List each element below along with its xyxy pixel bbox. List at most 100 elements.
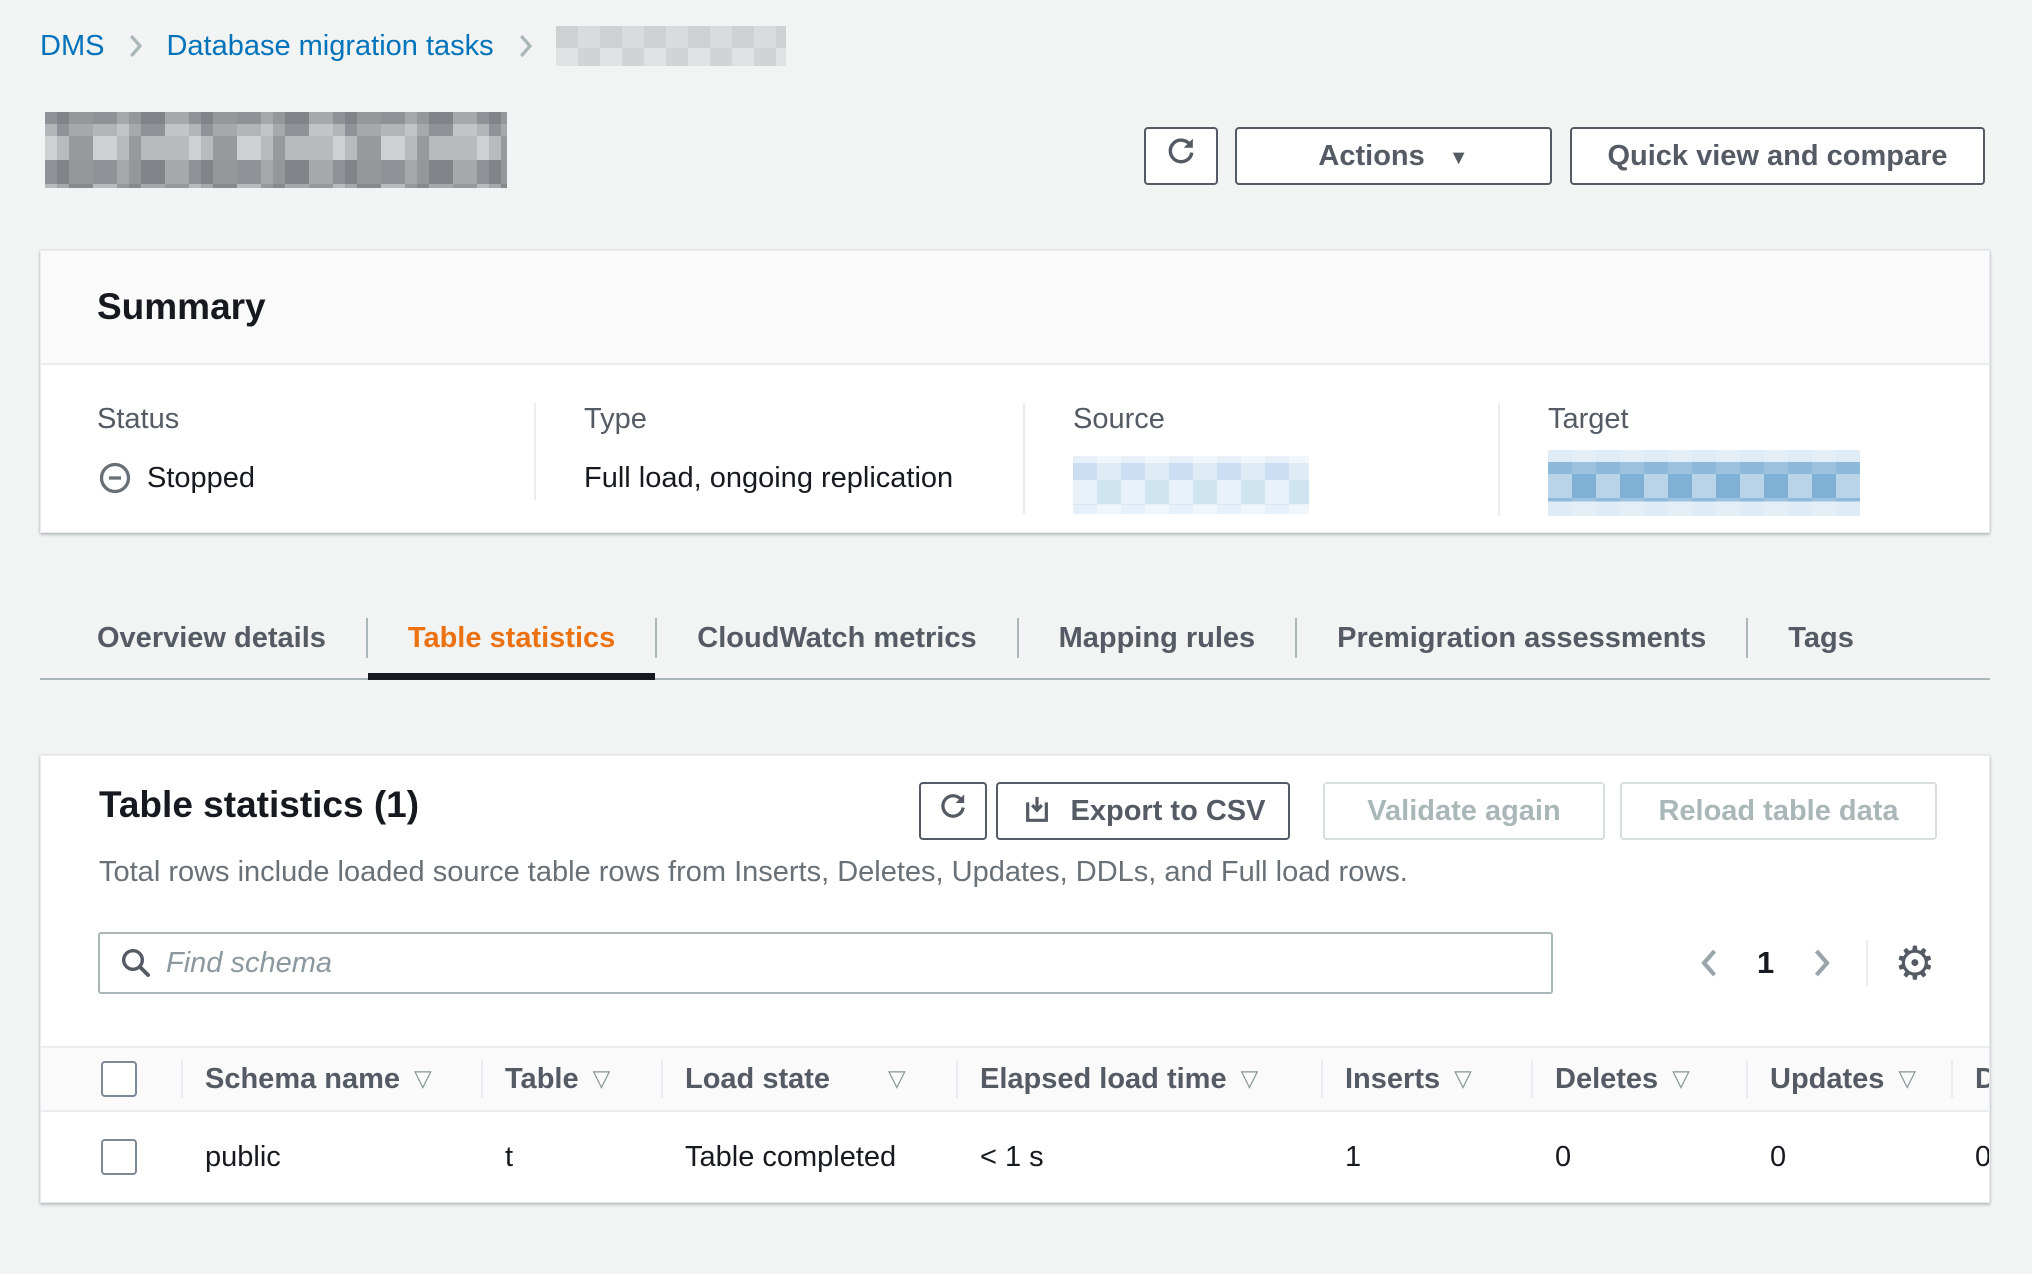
actions-button[interactable]: Actions ▼ [1235,127,1552,185]
status-label: Status [97,403,180,435]
cell-ddls: 0 [1975,1140,1990,1173]
actions-button-label: Actions [1318,139,1425,172]
summary-field-target: Target [1498,403,1933,516]
schema-search [98,932,1553,994]
reload-button-label: Reload table data [1658,794,1899,827]
summary-body: Status Stopped Type Full load, ongoing r… [41,365,1989,516]
column-header-deletes[interactable]: Deletes ▽ [1531,1048,1746,1110]
column-label: DDLs [1975,1063,1989,1096]
quick-view-and-compare-button[interactable]: Quick view and compare [1570,127,1985,185]
column-header-updates[interactable]: Updates ▽ [1746,1048,1951,1110]
tab-label: Overview details [97,621,326,654]
tab-divider [1295,618,1298,658]
breadcrumb-redacted-task-name [555,26,786,66]
column-label: Table [505,1062,579,1095]
sort-icon: ▽ [888,1066,906,1092]
column-header-table[interactable]: Table ▽ [481,1048,661,1110]
summary-panel: Summary Status Stopped Type Full load, [40,250,1990,533]
table-statistics-panel: Table statistics (1) Total rows include … [40,755,1990,1203]
summary-field-source: Source [1023,403,1498,514]
refresh-icon [1163,134,1199,178]
table-statistics-title: Table statistics (1) [99,784,420,825]
export-to-csv-button[interactable]: Export to CSV [996,782,1290,840]
validate-button-label: Validate again [1367,794,1561,827]
target-link-redacted[interactable] [1548,450,1860,516]
quick-view-button-label: Quick view and compare [1607,139,1948,172]
find-schema-input[interactable] [98,932,1553,994]
breadcrumb-link-tasks[interactable]: Database migration tasks [166,29,494,62]
breadcrumb-link-dms[interactable]: DMS [40,29,105,62]
table-settings-gear-icon[interactable]: ⚙ [1894,936,1936,990]
summary-header: Summary [41,251,1989,365]
column-label: Schema name [205,1062,401,1095]
source-label: Source [1073,403,1165,435]
status-value: Stopped [147,461,256,494]
summary-title: Summary [97,286,266,327]
column-label: Load state [685,1062,831,1095]
tab-divider [1746,618,1749,658]
column-label: Deletes [1555,1062,1659,1095]
column-label: Inserts [1345,1062,1441,1095]
tab-overview-details[interactable]: Overview details [40,598,366,678]
column-header-elapsed-load-time[interactable]: Elapsed load time ▽ [956,1048,1321,1110]
select-all-checkbox[interactable] [101,1061,137,1097]
sort-icon: ▽ [414,1066,432,1092]
table-header-row: Schema name ▽ Table ▽ Load state ▽ Elaps… [41,1046,1989,1112]
tab-divider [655,618,658,658]
column-label: Elapsed load time [980,1062,1227,1095]
previous-page-button[interactable] [1689,945,1731,981]
summary-field-status: Status Stopped [97,403,534,500]
column-label: Updates [1770,1062,1885,1095]
tab-premigration-assessments[interactable]: Premigration assessments [1297,598,1746,678]
cell-inserts: 1 [1345,1140,1362,1173]
pagination: 1 ⚙ [1689,932,1936,994]
sort-icon: ▽ [1240,1066,1259,1092]
tab-tags[interactable]: Tags [1748,598,1894,678]
tab-label: Premigration assessments [1337,621,1707,654]
type-value: Full load, ongoing replication [584,461,954,494]
cell-table: t [505,1140,514,1173]
tab-cloudwatch-metrics[interactable]: CloudWatch metrics [657,598,1016,678]
table-row: public t Table completed < 1 s 1 0 0 0 [41,1112,1990,1202]
export-button-label: Export to CSV [1070,794,1266,827]
row-checkbox[interactable] [101,1139,137,1175]
type-label: Type [584,403,647,435]
caret-down-icon: ▼ [1448,147,1469,169]
table-statistics-table: Schema name ▽ Table ▽ Load state ▽ Elaps… [41,1046,1990,1202]
cell-schema-name: public [205,1140,281,1173]
breadcrumb: DMS Database migration tasks [40,26,786,66]
validate-again-button[interactable]: Validate again [1323,782,1605,840]
tab-label: CloudWatch metrics [697,621,977,654]
next-page-button[interactable] [1800,945,1842,981]
sort-icon: ▽ [1672,1066,1690,1092]
table-statistics-description: Total rows include loaded source table r… [99,856,1408,888]
sort-icon: ▽ [592,1066,611,1092]
page-title-redacted [45,112,507,188]
reload-table-data-button[interactable]: Reload table data [1620,782,1937,840]
column-header-ddls[interactable]: DDLs ▽ [1951,1048,1989,1110]
cell-updates: 0 [1770,1140,1787,1173]
column-header-schema-name[interactable]: Schema name ▽ [181,1048,481,1110]
table-refresh-button[interactable] [919,782,987,840]
column-header-load-state[interactable]: Load state ▽ [661,1048,956,1110]
cell-elapsed-load-time: < 1 s [980,1140,1044,1173]
refresh-button[interactable] [1144,127,1218,185]
cell-deletes: 0 [1555,1140,1572,1173]
task-detail-tabs: Overview details Table statistics CloudW… [40,598,1990,680]
tab-table-statistics[interactable]: Table statistics [367,598,656,680]
chevron-right-icon [514,31,536,61]
pager-divider [1866,940,1869,986]
cell-load-state: Table completed [685,1140,897,1173]
refresh-icon [936,790,970,832]
tab-mapping-rules[interactable]: Mapping rules [1019,598,1296,678]
source-link-redacted[interactable] [1073,456,1309,514]
target-label: Target [1548,403,1629,435]
tab-label: Table statistics [407,621,616,654]
download-icon [1021,795,1053,827]
column-header-inserts[interactable]: Inserts ▽ [1321,1048,1531,1110]
summary-field-type: Type Full load, ongoing replication [534,403,1023,500]
chevron-right-icon [124,31,146,61]
tab-label: Tags [1788,621,1854,654]
tab-divider [365,618,368,658]
